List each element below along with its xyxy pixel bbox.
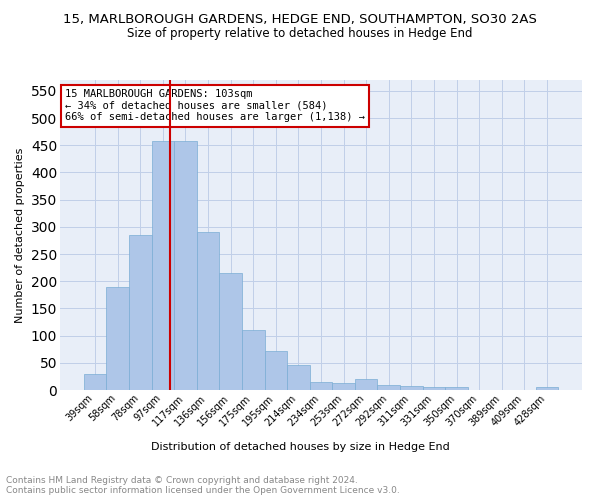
Y-axis label: Number of detached properties: Number of detached properties [15, 148, 25, 322]
Bar [355, 379, 377, 390]
Bar [287, 365, 310, 390]
Bar [220, 273, 242, 390]
Text: 15, MARLBOROUGH GARDENS, HEDGE END, SOUTHAMPTON, SO30 2AS: 15, MARLBOROUGH GARDENS, HEDGE END, SOUT… [63, 12, 537, 26]
Bar [174, 141, 197, 390]
Bar [377, 384, 400, 390]
Bar [84, 374, 106, 390]
Text: Size of property relative to detached houses in Hedge End: Size of property relative to detached ho… [127, 28, 473, 40]
Bar [242, 330, 265, 390]
Text: Contains HM Land Registry data © Crown copyright and database right 2024.
Contai: Contains HM Land Registry data © Crown c… [6, 476, 400, 495]
Bar [310, 382, 332, 390]
Bar [445, 388, 468, 390]
Bar [400, 386, 422, 390]
Bar [265, 351, 287, 390]
Bar [536, 388, 558, 390]
Bar [129, 235, 152, 390]
Bar [197, 232, 220, 390]
Bar [332, 383, 355, 390]
Bar [422, 388, 445, 390]
Bar [106, 286, 129, 390]
Text: Distribution of detached houses by size in Hedge End: Distribution of detached houses by size … [151, 442, 449, 452]
Text: 15 MARLBOROUGH GARDENS: 103sqm
← 34% of detached houses are smaller (584)
66% of: 15 MARLBOROUGH GARDENS: 103sqm ← 34% of … [65, 90, 365, 122]
Bar [152, 141, 174, 390]
